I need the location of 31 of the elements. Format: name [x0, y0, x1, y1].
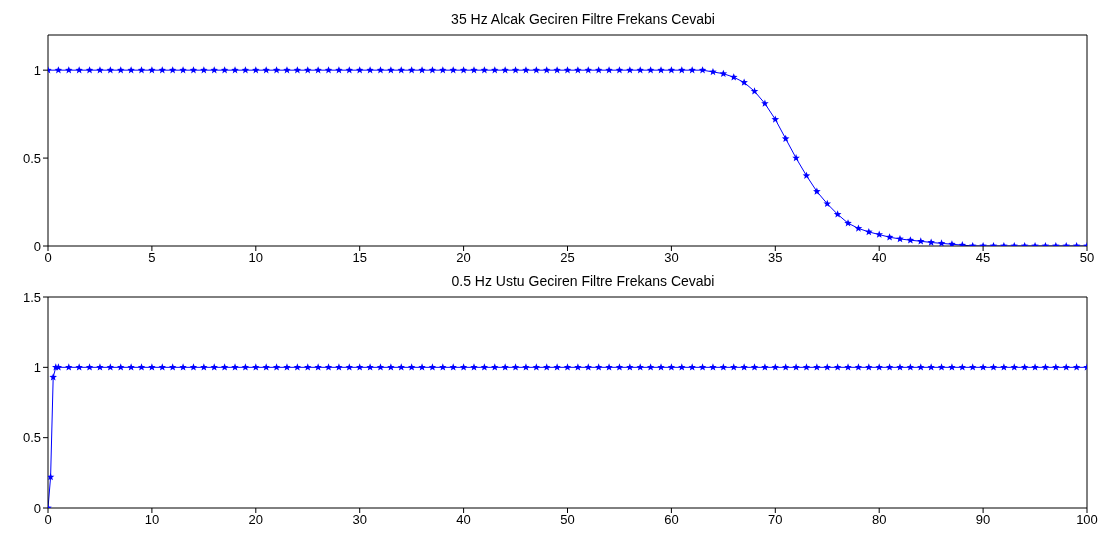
- x-tick-label: 20: [248, 512, 264, 528]
- x-tick-label: 25: [560, 250, 575, 266]
- x-tick-label: 80: [871, 512, 887, 528]
- y-tick-label: 0.5: [22, 430, 41, 446]
- x-tick-label: 60: [664, 512, 679, 528]
- x-tick-label: 0: [44, 512, 52, 528]
- x-tick-label: 5: [148, 250, 156, 266]
- x-tick-label: 10: [248, 250, 264, 266]
- y-tick-label: 0.5: [22, 150, 41, 166]
- chart-title: 35 Hz Alcak Geciren Filtre Frekans Cevabi: [451, 11, 715, 27]
- x-tick-label: 100: [1076, 512, 1098, 528]
- x-tick-label: 30: [352, 512, 367, 528]
- chart-title: 0.5 Hz Ustu Geciren Filtre Frekans Cevabi: [451, 273, 715, 289]
- x-tick-label: 15: [352, 250, 367, 266]
- x-tick-label: 45: [975, 250, 991, 266]
- x-tick-label: 70: [768, 512, 783, 528]
- y-tick-label: 0: [33, 500, 41, 516]
- y-tick-label: 1.5: [22, 289, 41, 305]
- y-tick-label: 1: [33, 359, 41, 375]
- x-tick-label: 0: [44, 250, 52, 266]
- x-tick-label: 40: [456, 512, 471, 528]
- x-tick-label: 10: [144, 512, 160, 528]
- x-tick-label: 35: [768, 250, 783, 266]
- x-tick-label: 50: [1079, 250, 1095, 266]
- y-tick-label: 1: [33, 62, 41, 78]
- x-tick-label: 30: [664, 250, 679, 266]
- x-tick-label: 50: [560, 512, 575, 528]
- x-tick-label: 40: [871, 250, 887, 266]
- x-tick-label: 90: [975, 512, 991, 528]
- y-tick-label: 0: [33, 238, 41, 254]
- x-tick-label: 20: [456, 250, 471, 266]
